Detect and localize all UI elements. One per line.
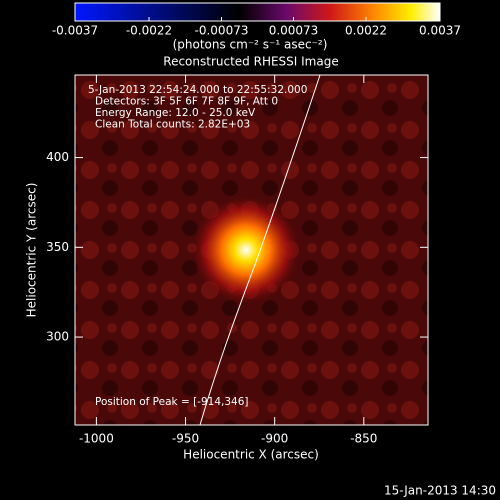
colorbar-frame xyxy=(74,2,441,22)
y-tick-label: 300 xyxy=(46,330,69,344)
chart-title: Reconstructed RHESSI Image xyxy=(163,55,338,69)
x-tick-label: -1000 xyxy=(79,432,114,446)
x-tick-label: -950 xyxy=(172,432,199,446)
solar-limb xyxy=(199,74,321,426)
colorbar-tick-label: 0.0037 xyxy=(419,24,461,38)
colorbar-tick-label: -0.0037 xyxy=(52,24,98,38)
colorbar xyxy=(75,3,440,21)
colorbar-label: (photons cm⁻² s⁻¹ asec⁻²) xyxy=(173,38,328,52)
annotation: 5-Jan-2013 22:54:24.000 to 22:55:32.000 xyxy=(88,84,307,96)
annotation: Clean Total counts: 2.82E+03 xyxy=(95,119,250,131)
plot-frame xyxy=(74,74,429,426)
x-tick-label: -900 xyxy=(261,432,288,446)
y-tick-label: 400 xyxy=(46,150,69,164)
x-axis-label: Heliocentric X (arcsec) xyxy=(183,448,319,462)
colorbar-tick-label: -0.00073 xyxy=(195,24,249,38)
annotation: Detectors: 3F 5F 6F 7F 8F 9F, Att 0 xyxy=(95,96,278,108)
source xyxy=(191,195,301,305)
peak-label: Position of Peak = [-914,346] xyxy=(95,396,249,408)
y-axis-label: Heliocentric Y (arcsec) xyxy=(25,183,39,318)
x-tick-label: -850 xyxy=(350,432,377,446)
annotation: Energy Range: 12.0 - 25.0 keV xyxy=(95,107,256,119)
y-tick-label: 350 xyxy=(46,240,69,254)
footer: 15-Jan-2013 14:30 xyxy=(384,484,496,498)
colorbar-tick-label: 0.0022 xyxy=(345,24,387,38)
colorbar-tick-label: -0.0022 xyxy=(126,24,172,38)
colorbar-tick-label: 0.00073 xyxy=(269,24,319,38)
